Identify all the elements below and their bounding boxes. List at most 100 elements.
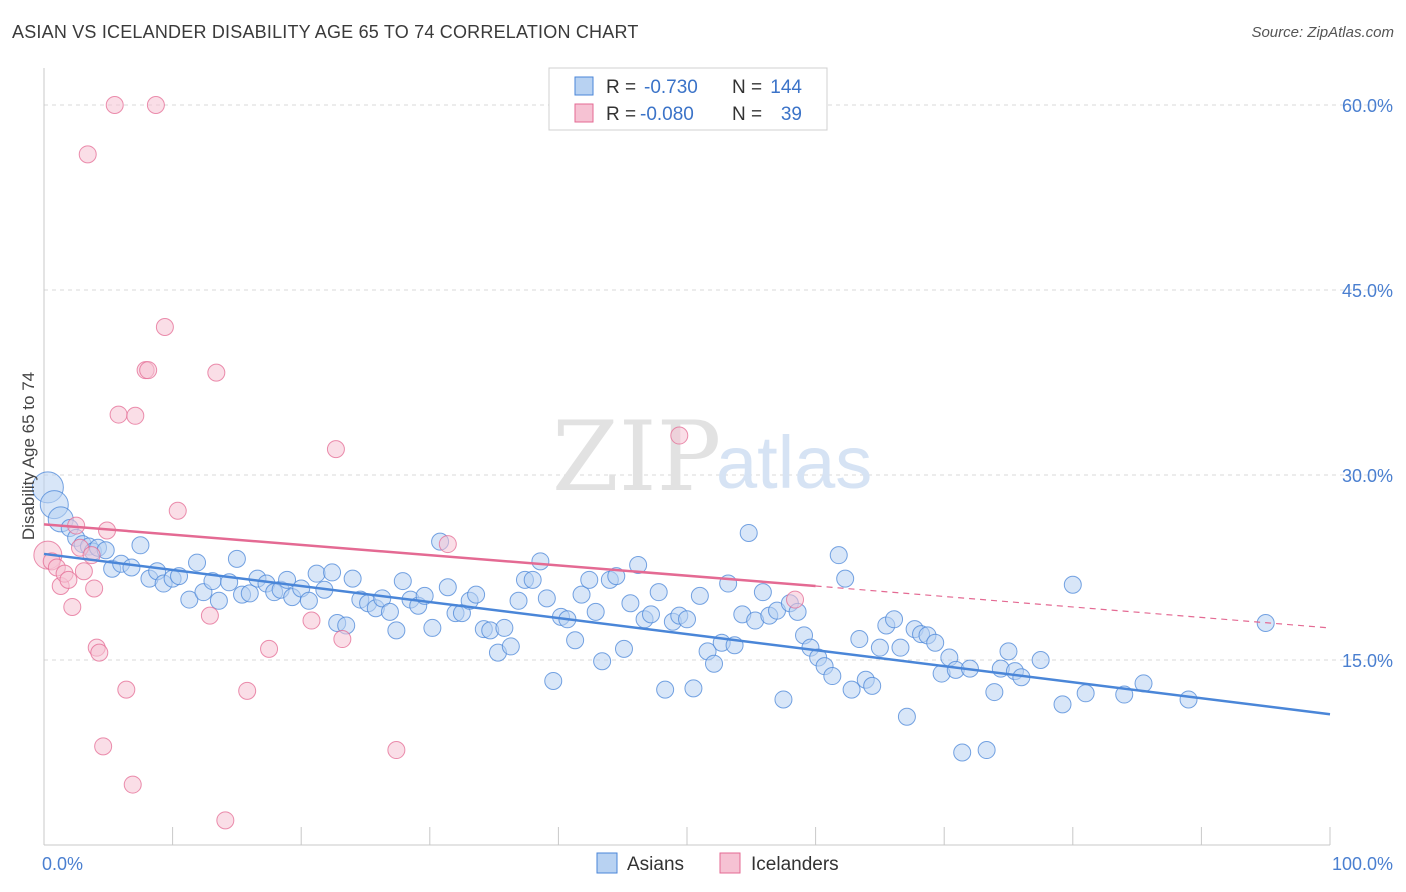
grid-lines bbox=[44, 104, 1394, 661]
asians-point bbox=[885, 610, 904, 629]
y-tick-label: 45.0% bbox=[1342, 281, 1393, 301]
asians-point bbox=[850, 630, 869, 649]
asians-point bbox=[836, 569, 855, 588]
asians-point bbox=[566, 631, 585, 650]
chart-title: ASIAN VS ICELANDER DISABILITY AGE 65 TO … bbox=[12, 22, 639, 42]
asians-point bbox=[467, 585, 486, 604]
asians-point bbox=[774, 690, 793, 709]
legend-r-label: R = bbox=[606, 104, 636, 125]
asians-point bbox=[380, 602, 399, 621]
asians-point bbox=[705, 654, 724, 673]
icelanders-point bbox=[146, 96, 165, 114]
asians-point bbox=[1076, 684, 1095, 703]
asians-point bbox=[509, 591, 528, 610]
asians-point bbox=[1063, 575, 1082, 594]
asians-point bbox=[387, 621, 406, 640]
asians-point bbox=[307, 564, 326, 583]
legend-bottom-label-icelanders: Icelanders bbox=[751, 854, 839, 875]
asians-point bbox=[1053, 695, 1072, 714]
icelanders-point bbox=[59, 570, 78, 589]
legend-n-label: N = bbox=[732, 77, 762, 98]
legend-r-value-asians: -0.730 bbox=[644, 77, 698, 98]
y-axis-label: Disability Age 65 to 74 bbox=[19, 372, 38, 540]
asians-point bbox=[629, 556, 648, 575]
asians-point bbox=[586, 602, 605, 621]
legend-swatch-asians bbox=[574, 76, 594, 96]
asians-point bbox=[953, 743, 972, 762]
icelanders-point bbox=[74, 562, 93, 581]
asians-point bbox=[1179, 690, 1198, 709]
trend-lines bbox=[43, 523, 1331, 716]
asians-point bbox=[897, 707, 916, 726]
asians-point bbox=[209, 591, 228, 610]
asians-point bbox=[180, 590, 199, 609]
asians-point bbox=[299, 591, 318, 610]
icelanders-point bbox=[387, 741, 406, 760]
asians-point bbox=[999, 642, 1018, 661]
icelanders-point bbox=[260, 639, 279, 658]
icelanders-point bbox=[238, 681, 257, 700]
icelanders-point bbox=[207, 363, 226, 382]
chart-source: Source: ZipAtlas.com bbox=[1251, 24, 1394, 41]
icelanders-point bbox=[105, 96, 124, 114]
icelanders-point bbox=[200, 606, 219, 625]
asians-point bbox=[501, 637, 520, 656]
legend-stats: R = -0.730 N = 144 R = -0.080 N = 39 bbox=[548, 67, 828, 131]
icelanders-point bbox=[63, 597, 82, 616]
asians-point bbox=[621, 594, 640, 613]
asians-point bbox=[842, 680, 861, 699]
asians-point bbox=[323, 563, 342, 582]
asians-point bbox=[495, 618, 514, 637]
asians-point bbox=[580, 570, 599, 589]
icelanders-point bbox=[302, 611, 321, 630]
asians-point bbox=[614, 639, 633, 658]
legend-swatch-icelanders bbox=[574, 103, 594, 123]
asians-point bbox=[607, 567, 626, 586]
asians-point bbox=[678, 610, 696, 629]
asians-point bbox=[753, 583, 772, 602]
icelanders-point bbox=[126, 406, 145, 425]
icelanders-point bbox=[85, 579, 104, 598]
asians-point bbox=[870, 638, 889, 657]
asians-point bbox=[227, 549, 246, 568]
asians-point bbox=[823, 667, 842, 686]
asians-point bbox=[593, 652, 612, 671]
asians-point bbox=[641, 605, 660, 624]
icelanders-point bbox=[216, 811, 235, 830]
icelanders-point bbox=[90, 643, 109, 662]
trend-line-icelanders bbox=[43, 523, 816, 588]
icelanders-point bbox=[670, 426, 689, 445]
asians-point bbox=[690, 586, 709, 605]
asians-point bbox=[977, 741, 996, 760]
asians-point bbox=[531, 552, 550, 571]
asians-point bbox=[891, 638, 910, 657]
y-tick-label: 15.0% bbox=[1342, 651, 1393, 671]
icelanders-point bbox=[168, 501, 187, 520]
asians-point bbox=[985, 683, 1004, 702]
asians-point bbox=[684, 679, 703, 698]
asians-point bbox=[572, 585, 591, 604]
legend-n-value-icelanders: 39 bbox=[781, 104, 802, 125]
icelanders-point bbox=[109, 405, 128, 424]
icelanders-point bbox=[155, 318, 174, 336]
icelanders-point bbox=[94, 737, 113, 756]
asians-point bbox=[122, 558, 141, 577]
asians-point bbox=[863, 676, 882, 695]
icelanders-point bbox=[326, 440, 345, 459]
icelanders-point bbox=[123, 775, 142, 794]
legend-r-label: R = bbox=[606, 77, 636, 98]
asians-point bbox=[188, 553, 207, 572]
legend-bottom-label-asians: Asians bbox=[627, 854, 684, 875]
icelanders-point bbox=[78, 145, 97, 164]
x-tick-label-min: 0.0% bbox=[42, 854, 83, 874]
icelanders-point bbox=[786, 590, 805, 609]
series-asians-points bbox=[31, 471, 1275, 762]
asians-point bbox=[343, 569, 362, 588]
icelanders-point bbox=[438, 535, 457, 554]
legend-bottom-swatch-icelanders bbox=[719, 852, 741, 874]
icelanders-point bbox=[139, 361, 158, 380]
asians-point bbox=[131, 536, 150, 555]
asians-point bbox=[523, 570, 542, 589]
asians-point bbox=[1031, 651, 1050, 669]
